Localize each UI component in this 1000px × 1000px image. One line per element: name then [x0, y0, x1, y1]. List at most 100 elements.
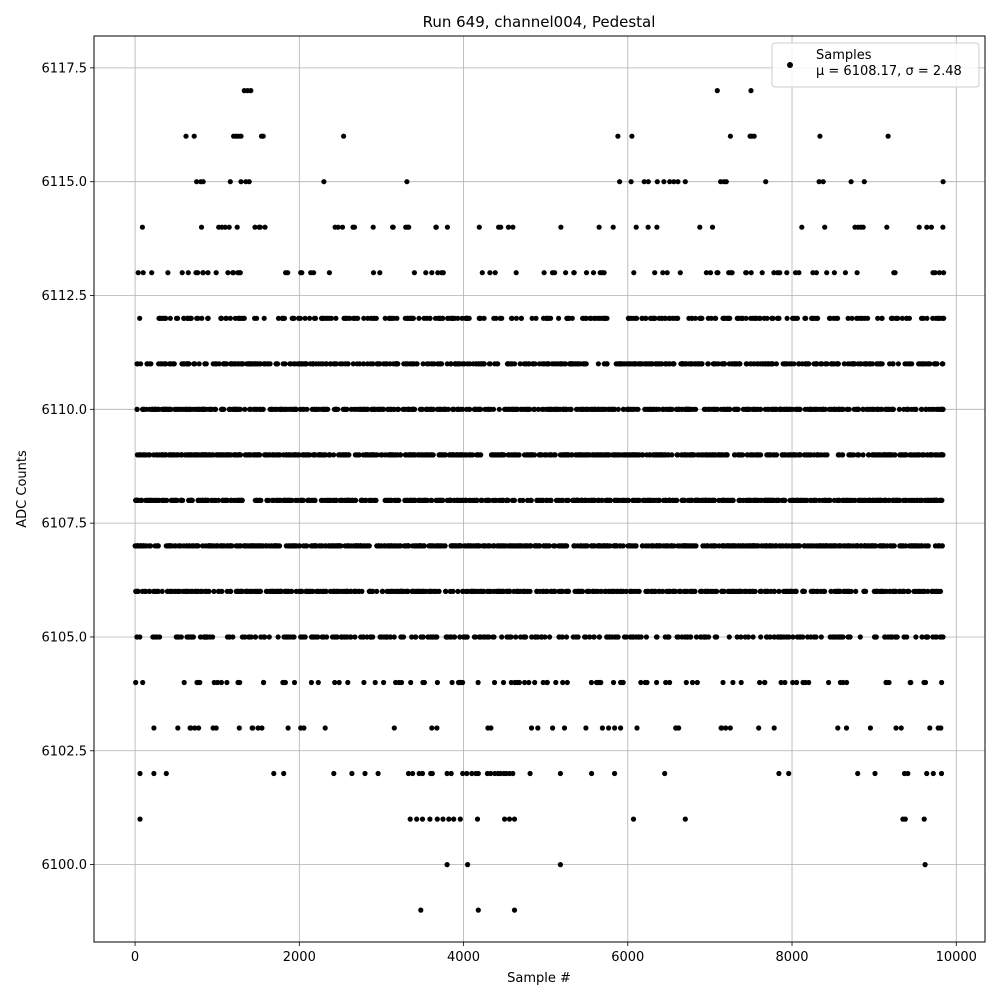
x-tick-label: 2000	[283, 950, 316, 965]
data-point	[919, 634, 925, 640]
data-point	[520, 588, 527, 595]
data-point	[820, 179, 826, 185]
data-point	[356, 452, 362, 458]
data-point	[304, 543, 310, 549]
data-point	[563, 270, 569, 276]
data-point	[540, 679, 546, 686]
data-point	[556, 543, 562, 549]
data-point	[719, 588, 725, 595]
data-point	[630, 452, 637, 458]
data-point	[213, 452, 220, 458]
data-point	[571, 543, 578, 549]
data-point	[619, 588, 625, 595]
data-point	[275, 315, 282, 321]
data-point	[311, 497, 317, 503]
data-point	[855, 543, 861, 549]
data-point	[294, 543, 300, 549]
data-point	[757, 679, 763, 686]
data-point	[662, 361, 668, 367]
data-point	[921, 588, 927, 595]
data-point	[896, 497, 902, 503]
data-point	[454, 497, 460, 503]
data-point	[874, 406, 881, 412]
data-point	[237, 315, 243, 321]
data-point	[460, 588, 466, 595]
data-point	[147, 452, 153, 458]
data-point	[274, 497, 280, 503]
data-point	[668, 406, 674, 412]
data-point	[424, 406, 430, 412]
data-point	[619, 452, 625, 458]
data-point	[202, 497, 208, 503]
data-point	[352, 634, 358, 640]
data-point	[617, 361, 623, 367]
data-point	[726, 270, 732, 276]
data-point	[808, 406, 814, 412]
data-point	[733, 361, 740, 367]
data-point	[683, 679, 689, 686]
data-point	[427, 634, 433, 640]
x-axis: 0 2000 4000 6000 8000 10000	[131, 942, 977, 965]
data-point	[137, 315, 143, 321]
data-point	[628, 543, 634, 549]
data-point	[699, 588, 705, 595]
data-point	[167, 315, 173, 321]
data-point	[890, 497, 896, 503]
data-point	[696, 452, 702, 458]
data-point	[713, 452, 719, 458]
data-point	[252, 634, 258, 640]
data-point	[714, 88, 720, 94]
data-point	[901, 406, 907, 412]
data-point	[319, 634, 326, 640]
data-point	[491, 543, 497, 549]
data-point	[845, 634, 851, 640]
data-point	[677, 270, 683, 276]
data-point	[457, 634, 463, 640]
data-point	[666, 497, 672, 503]
data-point	[293, 452, 299, 458]
data-point	[602, 406, 608, 412]
data-point	[764, 543, 770, 549]
data-point	[845, 361, 851, 367]
data-point	[180, 497, 186, 503]
data-point	[936, 270, 943, 276]
data-point	[205, 315, 211, 321]
data-point	[884, 452, 890, 458]
data-point	[216, 224, 222, 230]
data-point	[281, 770, 287, 777]
data-point	[727, 725, 733, 731]
data-point	[570, 497, 577, 503]
data-point	[511, 816, 518, 822]
data-point	[583, 725, 589, 731]
data-point	[502, 816, 508, 822]
data-point	[647, 452, 653, 458]
data-point	[583, 497, 589, 503]
data-point	[275, 588, 281, 595]
data-point	[273, 543, 279, 549]
data-point	[259, 725, 265, 731]
data-point	[681, 543, 688, 549]
data-point	[929, 588, 935, 595]
data-point	[541, 270, 547, 276]
data-point	[678, 361, 684, 367]
data-point	[714, 588, 720, 595]
data-point	[469, 770, 475, 777]
data-point	[638, 679, 644, 686]
data-point	[500, 679, 507, 686]
data-point	[378, 452, 384, 458]
data-point	[377, 361, 383, 367]
data-point	[239, 361, 246, 367]
data-point	[715, 270, 721, 276]
data-point	[246, 179, 252, 185]
data-point	[915, 588, 921, 595]
data-point	[846, 543, 852, 549]
data-point	[353, 588, 359, 595]
data-point	[511, 907, 518, 913]
data-point	[252, 224, 258, 230]
data-point	[190, 634, 196, 640]
data-point	[778, 679, 784, 686]
data-point	[308, 270, 314, 276]
data-point	[603, 452, 609, 458]
legend-marker	[787, 62, 793, 68]
data-point	[635, 452, 641, 458]
